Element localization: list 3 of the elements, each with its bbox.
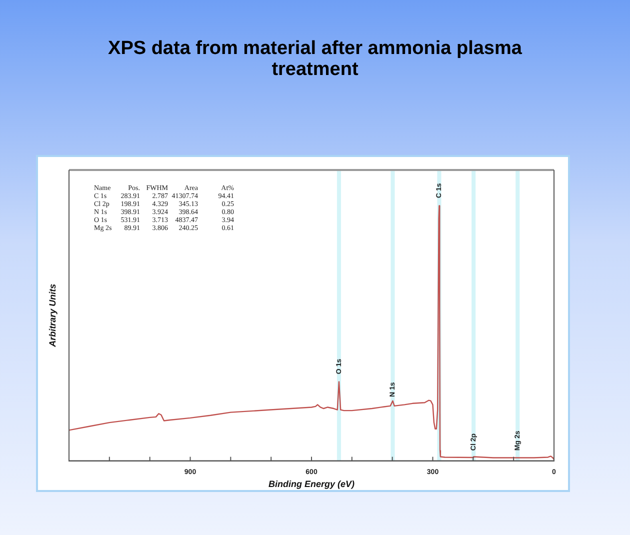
y-axis-title: Arbitrary Units [47, 284, 58, 348]
chart-title: XPS data from material after ammonia plasma treatment [107, 38, 523, 80]
x-axis-title: Binding Energy (eV) [268, 479, 355, 490]
